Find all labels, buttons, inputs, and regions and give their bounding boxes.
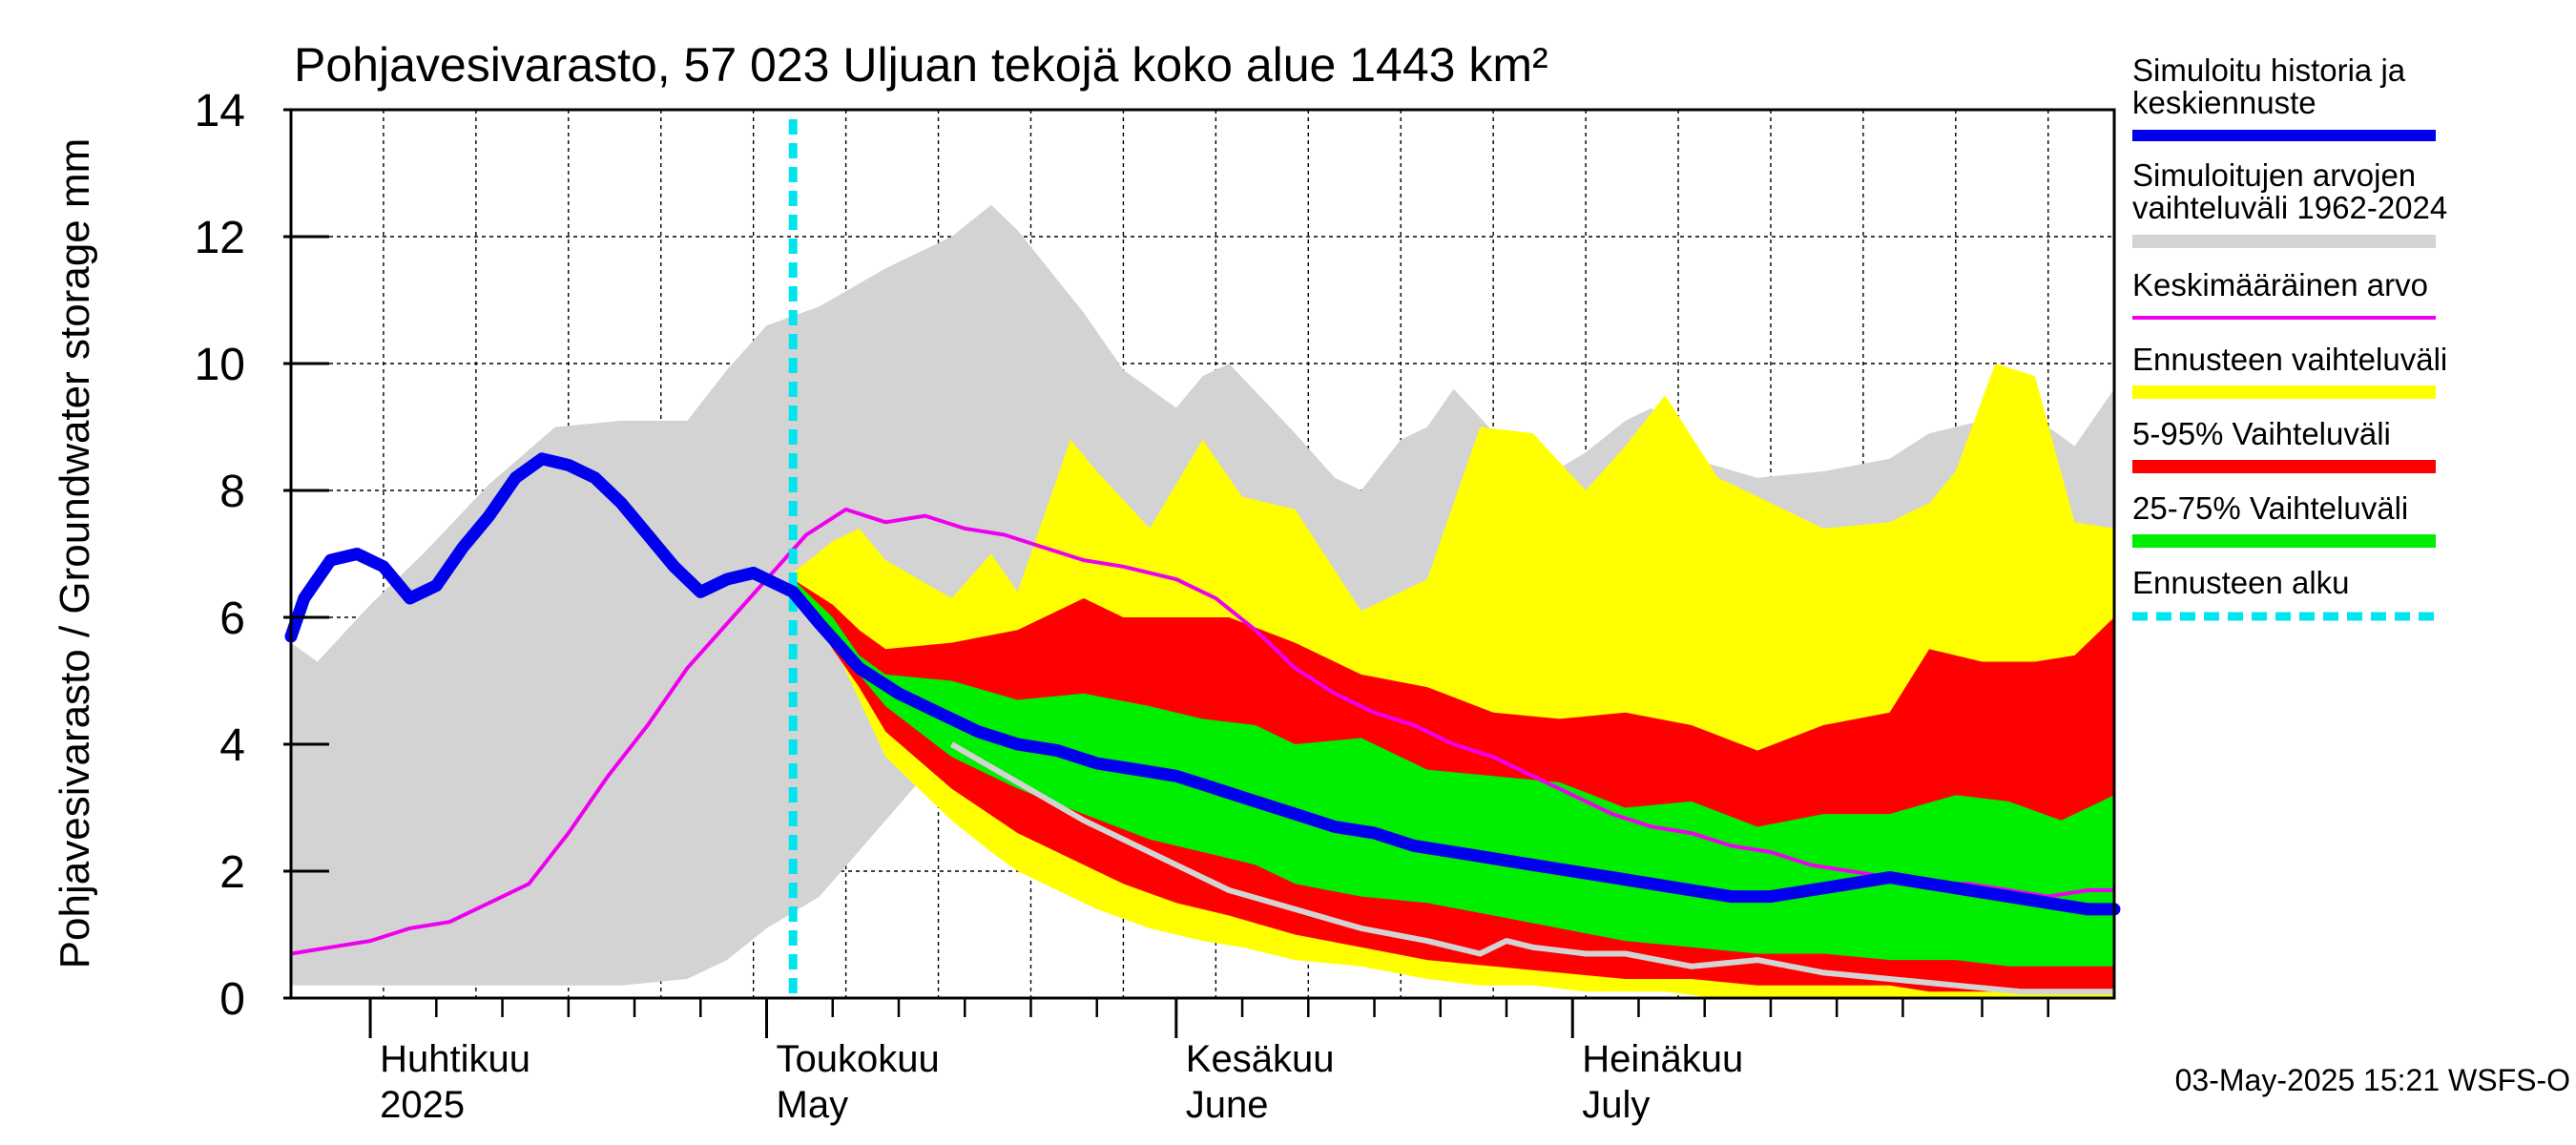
history-line	[284, 452, 2121, 916]
x-month-label-en: June	[1186, 1084, 1269, 1126]
x-month-label-en: May	[777, 1084, 849, 1126]
legend-item-p25_75: 25-75% Vaihteluväli	[2132, 490, 2436, 548]
x-month-label-fi: Toukokuu	[777, 1038, 940, 1080]
series-layer	[284, 119, 2121, 998]
legend-label: 25-75% Vaihteluväli	[2132, 490, 2408, 526]
x-month-label-fi: Huhtikuu	[380, 1038, 530, 1080]
timestamp-label: 03-May-2025 15:21 WSFS-O	[2175, 1063, 2570, 1097]
mean-line	[290, 507, 2114, 956]
legend-label: Ennusteen alku	[2132, 565, 2350, 600]
legend-item-fc_range: Ennusteen vaihteluväli	[2132, 342, 2447, 399]
chart-title: Pohjavesivarasto, 57 023 Uljuan tekojä k…	[294, 38, 1548, 92]
legend-item-p5_95: 5-95% Vaihteluväli	[2132, 416, 2436, 473]
y-tick-label: 2	[219, 847, 245, 898]
y-tick-label: 8	[219, 467, 245, 517]
legend-label: Ennusteen vaihteluväli	[2132, 342, 2447, 377]
y-tick-label: 4	[219, 720, 245, 771]
x-month-label-en: July	[1582, 1084, 1650, 1126]
p25-75-band	[793, 579, 2115, 967]
legend-label: vaihteluväli 1962-2024	[2132, 190, 2447, 225]
legend-label: Simuloitujen arvojen	[2132, 157, 2416, 193]
x-month-label-fi: Heinäkuu	[1582, 1038, 1743, 1080]
legend-label: 5-95% Vaihteluväli	[2132, 416, 2391, 451]
x-month-label-en: 2025	[380, 1084, 465, 1126]
plot-frame	[289, 108, 2116, 1000]
y-tick-label: 0	[219, 974, 245, 1025]
y-axis-label: Pohjavesivarasto / Groundwater storage m…	[52, 138, 98, 969]
legend-item-mean: Keskimääräinen arvo	[2132, 267, 2436, 320]
legend: Simuloitu historia jakeskiennusteSimuloi…	[2132, 52, 2447, 621]
legend-item-fc_start: Ennusteen alku	[2132, 565, 2436, 621]
scenario-min-line	[949, 741, 2114, 995]
legend-label: keskiennuste	[2132, 85, 2316, 120]
y-tick-label: 14	[195, 86, 245, 136]
y-tick-label: 12	[195, 213, 245, 263]
y-tick-label: 6	[219, 593, 245, 644]
y-tick-label: 10	[195, 340, 245, 390]
legend-label: Simuloitu historia ja	[2132, 52, 2406, 88]
x-month-label-fi: Kesäkuu	[1186, 1038, 1335, 1080]
legend-label: Keskimääräinen arvo	[2132, 267, 2428, 302]
